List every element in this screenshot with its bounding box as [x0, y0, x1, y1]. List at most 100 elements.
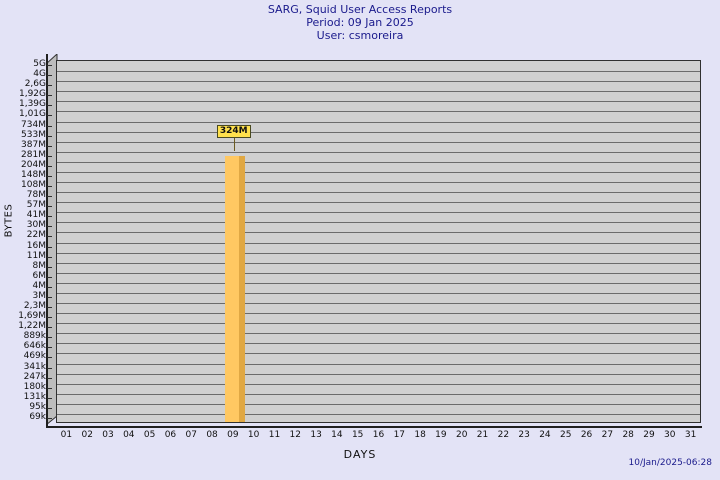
y-axis-tick-mark	[47, 287, 52, 288]
y-axis-tick-label: 131k	[23, 391, 46, 402]
y-axis-tick-label: 5G	[33, 59, 46, 70]
gridline	[57, 142, 700, 143]
y-axis-tick-label: 1,39G	[18, 99, 46, 110]
y-axis-tick-label: 148M	[21, 169, 46, 180]
y-axis-tick-label: 4G	[33, 69, 46, 80]
x-axis-tick-label: 07	[185, 430, 197, 440]
gridline	[57, 101, 700, 102]
gridline	[57, 182, 700, 183]
gridline	[57, 263, 700, 264]
y-axis-tick-mark	[47, 236, 52, 237]
y-axis-tick-mark	[47, 95, 52, 96]
x-axis-tick-label: 23	[518, 430, 530, 440]
y-axis-tick-label: 247k	[23, 371, 46, 382]
page-title: SARG, Squid User Access Reports	[267, 3, 453, 16]
gridline	[57, 132, 700, 133]
chart-title-block: SARG, Squid User Access Reports Period: …	[0, 3, 720, 42]
y-axis-tick-mark	[47, 347, 52, 348]
y-axis-tick-mark	[47, 156, 52, 157]
x-axis-tick-label: 04	[123, 430, 135, 440]
y-axis-tick-label: 180k	[23, 381, 46, 392]
gridline	[57, 313, 700, 314]
y-axis-tick-label: 204M	[21, 159, 46, 170]
gridline	[57, 303, 700, 304]
y-axis-tick-mark	[47, 307, 52, 308]
gridline	[57, 232, 700, 233]
gridline	[57, 414, 700, 415]
x-axis-tick-label: 14	[331, 430, 343, 440]
gridline	[57, 122, 700, 123]
x-axis-tick-label: 10	[247, 430, 260, 440]
y-axis-tick-mark	[47, 105, 52, 106]
x-axis-tick-label: 15	[351, 430, 364, 440]
y-axis-tick-mark	[47, 247, 52, 248]
gridline	[57, 152, 700, 153]
gridline	[57, 162, 700, 163]
y-axis-tick-mark	[47, 115, 52, 116]
gridline	[57, 172, 700, 173]
x-axis-line	[46, 426, 702, 428]
bar-label-stem	[233, 137, 235, 152]
gridline	[57, 253, 700, 254]
x-axis-tick-label: 26	[580, 430, 593, 440]
x-axis-tick-label: 02	[81, 430, 93, 440]
gridline	[57, 333, 700, 334]
y-axis-tick-label: 341k	[23, 361, 46, 372]
x-axis-tick-label: 05	[143, 430, 156, 440]
gridline	[57, 364, 700, 365]
y-axis-tick-mark	[47, 176, 52, 177]
gridline	[57, 394, 700, 395]
y-axis-tick-label: 281M	[21, 149, 46, 160]
y-axis-tick-mark	[47, 378, 52, 379]
gridline	[57, 222, 700, 223]
x-axis-tick-label: 03	[102, 430, 114, 440]
x-axis-tick-label: 28	[622, 430, 634, 440]
y-axis-line	[46, 54, 48, 428]
y-axis-tick-mark	[47, 388, 52, 389]
report-user: User: csmoreira	[316, 29, 404, 42]
bar[interactable]	[224, 152, 245, 422]
y-axis-tick-mark	[47, 327, 52, 328]
y-axis-tick-label: 6M	[32, 270, 47, 281]
gridline	[57, 81, 700, 82]
bar-side-face	[238, 156, 245, 422]
y-axis-tick-label: 22M	[26, 230, 46, 241]
x-axis-title: DAYS	[343, 448, 377, 461]
y-axis-tick-label: 2,3M	[23, 301, 46, 312]
y-axis-tick-label: 734M	[21, 119, 46, 130]
y-axis-tick-label: 78M	[26, 190, 46, 201]
x-axis-tick-label: 27	[601, 430, 614, 440]
y-axis-tick-mark	[47, 65, 52, 66]
y-axis-tick-label: 95k	[29, 401, 46, 412]
report-period: Period: 09 Jan 2025	[306, 16, 414, 29]
x-axis-tick-label: 31	[684, 430, 697, 440]
y-axis-tick-label: 41M	[26, 210, 46, 221]
x-axis-tick-label: 09	[227, 430, 239, 440]
y-axis-tick-mark	[47, 186, 52, 187]
y-axis-tick-label: 3M	[32, 290, 47, 301]
y-axis-tick-mark	[47, 226, 52, 227]
y-axis-tick-mark	[47, 136, 52, 137]
y-axis-tick-mark	[47, 206, 52, 207]
y-axis-tick-label: 69k	[29, 411, 46, 422]
x-axis-tick-label: 11	[268, 430, 281, 440]
gridline	[57, 273, 700, 274]
y-axis-tick-label: 16M	[26, 240, 46, 251]
gridline	[57, 91, 700, 92]
y-axis-tick-label: 2,6G	[24, 79, 46, 90]
y-axis-tick-mark	[47, 166, 52, 167]
x-axis-tick-label: 06	[164, 430, 177, 440]
gridline	[57, 323, 700, 324]
y-axis-tick-label: 1,22M	[18, 321, 46, 332]
gridline	[57, 202, 700, 203]
x-axis-tick-label: 25	[560, 430, 572, 440]
y-axis-tick-mark	[47, 398, 52, 399]
gridline	[57, 243, 700, 244]
gridline	[57, 283, 700, 284]
x-axis-tick-label: 13	[310, 430, 322, 440]
y-axis-tick-label: 387M	[21, 139, 46, 150]
y-axis-tick-label: 646k	[23, 341, 46, 352]
gridline	[57, 384, 700, 385]
